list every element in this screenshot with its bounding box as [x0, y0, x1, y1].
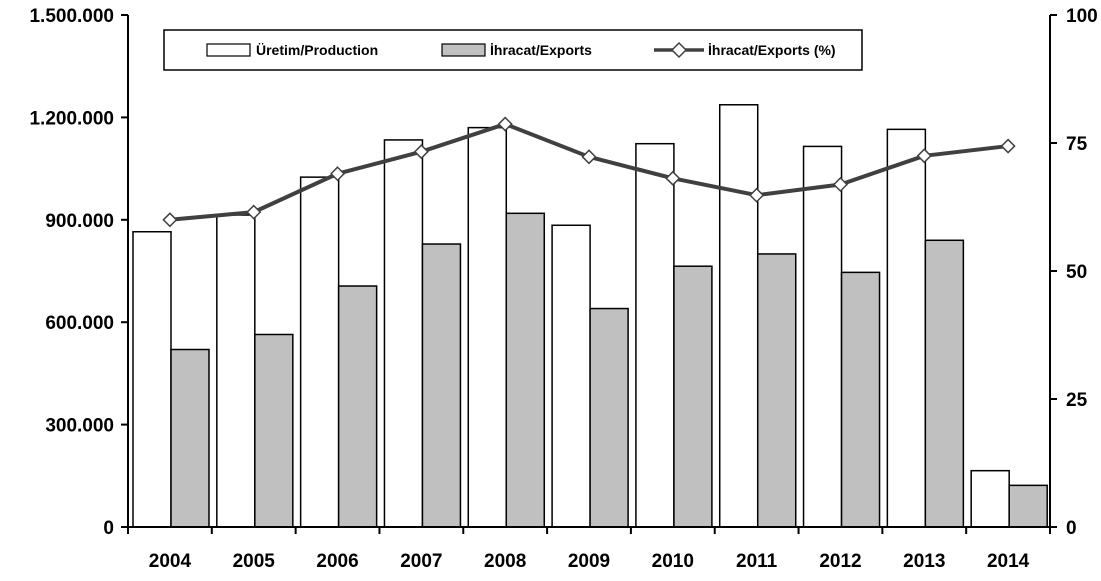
export-percent-point-2006 [329, 166, 346, 182]
export-percent-point-2010 [665, 170, 681, 186]
export-percent-point-2004 [162, 212, 178, 228]
right-tick-label: 0 [1066, 518, 1077, 539]
exports-bars [170, 212, 1048, 528]
production-bar-2011 [718, 104, 759, 528]
exports-bar-2013 [924, 239, 965, 528]
exports-bar-2009 [589, 307, 629, 528]
x-tick-label-2011: 2011 [736, 551, 778, 572]
right-tick-label: 50 [1066, 262, 1087, 283]
export-percent-point-2011 [749, 187, 765, 203]
x-tick-label-2006: 2006 [316, 551, 358, 572]
production-bars [132, 104, 1010, 528]
export-percent-point-2008 [497, 116, 513, 132]
right-tick-label: 75 [1066, 134, 1088, 155]
x-tick-label-2014: 2014 [987, 551, 1030, 572]
production-bar-2008 [467, 126, 508, 528]
x-tick-label-2005: 2005 [233, 551, 276, 572]
x-tick-label-2004: 2004 [149, 551, 192, 572]
export-percent-point-2012 [832, 176, 849, 193]
production-bar-2004 [132, 230, 172, 528]
exports-bar-2008 [505, 212, 546, 528]
x-tick-label-2009: 2009 [568, 551, 610, 572]
x-tick-label-2010: 2010 [652, 551, 694, 572]
x-tick-label-2012: 2012 [819, 551, 861, 572]
left-tick-label: 1.500.000 [29, 6, 114, 27]
legend-swatch-production [206, 43, 251, 57]
x-tick-label-2008: 2008 [484, 551, 526, 572]
right-axis-ticks: 0 25 50 75 100 [1050, 6, 1098, 539]
x-axis-ticks: 2004 2005 2006 2007 2008 2009 2010 2011 2012 2013… [127, 527, 1051, 572]
left-tick-label: 1.200.000 [29, 108, 114, 129]
x-tick-label-2007: 2007 [400, 551, 442, 572]
export-percent-line [169, 122, 1009, 222]
exports-bar-2004 [170, 348, 210, 528]
exports-bar-2005 [254, 333, 294, 528]
legend-marker-export-percent [670, 41, 688, 59]
legend-label-exports: İhracat/Exports [490, 42, 592, 58]
exports-bar-2011 [756, 253, 797, 528]
production-bar-2005 [216, 214, 256, 528]
legend-label-export-percent: İhracat/Exports (%) [708, 42, 836, 58]
export-percent-point-2005 [246, 204, 262, 220]
right-tick-label: 25 [1066, 390, 1088, 411]
production-bar-2013 [886, 128, 927, 528]
exports-bar-2012 [840, 271, 881, 528]
exports-bar-2010 [673, 265, 713, 528]
legend: Üretim/Production İhracat/Exports İhraca… [163, 29, 863, 71]
production-bar-2006 [299, 176, 340, 528]
production-bar-2012 [802, 145, 843, 528]
export-percent-point-2014 [1000, 138, 1016, 154]
left-tick-label: 600.000 [45, 313, 114, 334]
export-percent-point-2007 [413, 144, 429, 160]
legend-swatch-exports [441, 43, 486, 57]
production-bar-2009 [551, 224, 591, 528]
left-tick-label: 900.000 [45, 211, 114, 232]
production-bar-2007 [383, 139, 424, 528]
right-tick-label: 100 [1066, 6, 1098, 27]
left-tick-label: 300.000 [45, 416, 114, 437]
left-tick-label: 0 [103, 518, 114, 539]
legend-label-production: Üretim/Production [256, 42, 378, 58]
left-axis-ticks: 0 300.000 600.000 900.000 1.200.000 1.500.000 [29, 6, 128, 539]
export-percent-point-2009 [581, 149, 597, 165]
export-percent-line-layer [162, 116, 1016, 228]
x-tick-label-2013: 2013 [903, 551, 945, 572]
exports-bar-2014 [1008, 484, 1048, 528]
exports-bar-2006 [337, 285, 378, 528]
production-bar-2014 [970, 469, 1010, 528]
exports-bar-2007 [421, 243, 462, 528]
production-bar-2010 [635, 142, 675, 528]
legend-box [163, 29, 863, 71]
export-percent-point-2013 [916, 148, 932, 164]
